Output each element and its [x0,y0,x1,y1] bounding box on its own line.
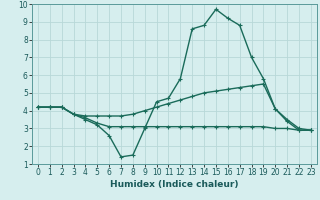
X-axis label: Humidex (Indice chaleur): Humidex (Indice chaleur) [110,180,239,189]
